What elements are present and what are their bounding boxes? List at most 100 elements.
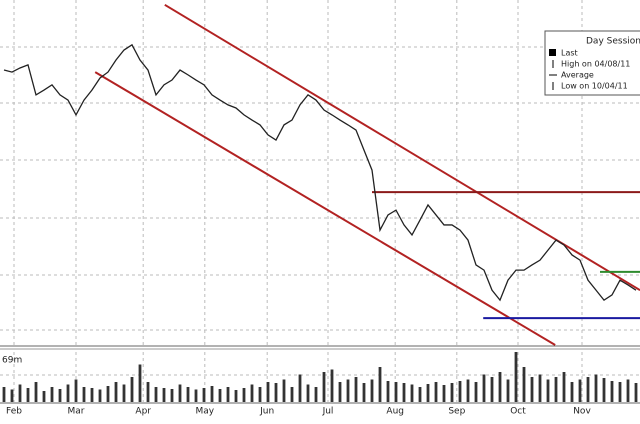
volume-bar (498, 372, 502, 402)
volume-bar (306, 384, 310, 402)
volume-bar (242, 388, 246, 402)
x-tick-label: Sep (448, 407, 465, 417)
volume-bar (562, 372, 566, 402)
x-tick-label: Oct (510, 407, 526, 417)
volume-bar (34, 382, 38, 402)
volume-bar (178, 384, 182, 402)
volume-bar (162, 388, 166, 402)
volume-bar (282, 379, 286, 402)
volume-bar (594, 374, 598, 402)
legend-box (544, 30, 640, 96)
volume-bar (18, 384, 22, 402)
volume-bar (146, 382, 150, 402)
volume-bar (546, 379, 550, 402)
volume-bar (114, 382, 118, 402)
x-tick-label: Jun (259, 407, 274, 417)
volume-bar (618, 382, 622, 402)
volume-bar (602, 378, 606, 402)
volume-bar (98, 389, 102, 402)
volume-bar (274, 383, 278, 402)
volume-bar (154, 387, 158, 402)
legend-item: Average (561, 71, 594, 80)
volume-bar (234, 390, 238, 402)
volume-bar (354, 377, 358, 402)
volume-bar (394, 382, 398, 402)
volume-bar (50, 387, 54, 402)
volume-bar (266, 382, 270, 402)
volume-bar (530, 377, 534, 402)
volume-bar (90, 388, 94, 402)
volume-bar (522, 367, 526, 402)
x-tick-label: Jul (322, 407, 334, 417)
volume-bar (330, 369, 334, 402)
volume-bar (130, 377, 134, 402)
volume-bar (402, 383, 406, 402)
volume-bar (202, 388, 206, 402)
volume-bar (626, 379, 630, 402)
legend-symbol (549, 49, 556, 56)
x-tick-label: May (195, 407, 214, 417)
volume-bar (26, 388, 30, 402)
volume-bar (466, 379, 470, 402)
x-tick-label: Nov (573, 407, 591, 417)
volume-bar (434, 382, 438, 402)
volume-bar (450, 383, 454, 402)
volume-bar (442, 385, 446, 402)
volume-bar (66, 384, 70, 402)
volume-bar (378, 367, 382, 402)
volume-bar (386, 381, 390, 402)
volume-bar (490, 377, 494, 402)
volume-bar (538, 374, 542, 402)
volume-bar (122, 384, 126, 402)
volume-label: 69m (2, 356, 22, 366)
volume-bar (554, 377, 558, 402)
volume-bar (314, 387, 318, 402)
volume-bar (570, 382, 574, 402)
volume-bar (610, 381, 614, 402)
volume-bar (362, 383, 366, 402)
volume-bar (474, 382, 478, 402)
volume-bar (458, 381, 462, 402)
legend-item: High on 04/08/11 (561, 60, 630, 69)
legend-item: Last (561, 49, 578, 58)
legend-title: Day Session (586, 37, 640, 47)
volume-bar (514, 352, 518, 402)
volume-bar (106, 386, 110, 402)
volume-bar (226, 387, 230, 402)
volume-bar (578, 379, 582, 402)
volume-bar (482, 374, 486, 402)
volume-bar (410, 384, 414, 402)
volume-bar (250, 384, 254, 402)
volume-bar (218, 389, 222, 402)
x-tick-label: Mar (68, 407, 85, 417)
volume-bar (258, 387, 262, 402)
trend-line (94, 71, 556, 346)
volume-bar (298, 374, 302, 402)
x-tick-label: Apr (135, 407, 151, 417)
price-line (3, 43, 637, 302)
volume-bar (586, 377, 590, 402)
x-tick-label: Aug (386, 407, 404, 417)
volume-bar (426, 384, 430, 402)
volume-bar (194, 389, 198, 402)
volume-bar (634, 383, 638, 402)
volume-bar (290, 387, 294, 402)
volume-bar (42, 391, 46, 402)
volume-bar (74, 379, 78, 402)
volume-bar (322, 372, 326, 402)
volume-bar (10, 389, 14, 402)
volume-bar (210, 386, 214, 402)
volume-bar (58, 389, 62, 402)
volume-bar (138, 364, 142, 402)
volume-bar (346, 379, 350, 402)
volume-bar (186, 387, 190, 402)
x-tick-label: Feb (6, 407, 22, 417)
volume-bar (506, 379, 510, 402)
volume-bar (170, 389, 174, 402)
volume-bar (370, 379, 374, 402)
legend-item: Low on 10/04/11 (561, 82, 628, 91)
volume-bar (2, 387, 6, 402)
volume-bar (418, 387, 422, 402)
